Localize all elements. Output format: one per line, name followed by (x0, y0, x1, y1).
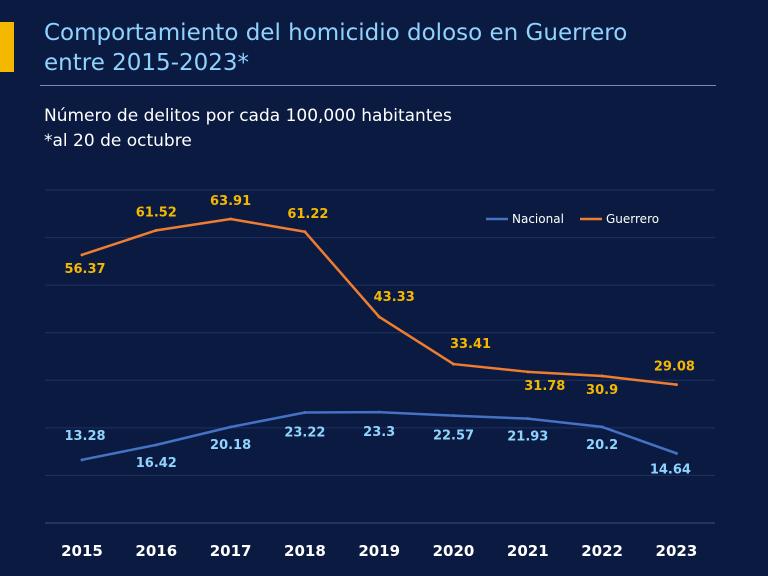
data-label-guerrero: 56.37 (64, 262, 105, 277)
data-point-nacional (229, 426, 232, 429)
data-label-nacional: 23.22 (284, 426, 325, 441)
data-point-nacional (303, 411, 306, 414)
data-point-guerrero (81, 253, 84, 256)
data-label-guerrero: 30.9 (586, 383, 618, 398)
x-tick-label: 2023 (656, 542, 698, 560)
data-label-nacional: 16.42 (136, 456, 177, 471)
data-point-guerrero (378, 315, 381, 318)
data-point-guerrero (675, 383, 678, 386)
data-label-guerrero: 43.33 (374, 290, 415, 305)
x-tick-label: 2021 (507, 542, 549, 560)
data-label-nacional: 22.57 (433, 429, 474, 444)
data-point-nacional (81, 458, 84, 461)
data-label-nacional: 21.93 (507, 430, 548, 445)
data-label-nacional: 13.28 (64, 429, 105, 444)
x-tick-label: 2020 (433, 542, 475, 560)
data-point-guerrero (303, 230, 306, 233)
data-point-guerrero (452, 363, 455, 366)
legend-label-nacional: Nacional (512, 212, 564, 226)
data-point-nacional (675, 452, 678, 455)
data-label-guerrero: 63.91 (210, 194, 251, 209)
x-tick-label: 2018 (284, 542, 326, 560)
x-tick-label: 2017 (210, 542, 252, 560)
data-label-nacional: 23.3 (363, 425, 395, 440)
x-tick-label: 2015 (61, 542, 103, 560)
data-label-guerrero: 33.41 (450, 337, 491, 352)
x-tick-label: 2019 (358, 542, 400, 560)
data-label-nacional: 14.64 (650, 462, 691, 477)
data-point-nacional (378, 411, 381, 414)
x-tick-label: 2022 (581, 542, 623, 560)
data-label-nacional: 20.2 (586, 438, 618, 453)
data-point-nacional (526, 417, 529, 420)
data-point-nacional (601, 425, 604, 428)
data-point-guerrero (229, 217, 232, 220)
data-point-guerrero (601, 375, 604, 378)
data-label-guerrero: 29.08 (654, 360, 695, 375)
data-point-guerrero (155, 229, 158, 232)
data-label-nacional: 20.18 (210, 438, 251, 453)
legend-label-guerrero: Guerrero (606, 212, 659, 226)
data-label-guerrero: 61.22 (287, 207, 328, 222)
data-label-guerrero: 61.52 (136, 205, 177, 220)
data-point-guerrero (526, 370, 529, 373)
x-tick-label: 2016 (135, 542, 177, 560)
data-label-guerrero: 31.78 (524, 379, 565, 394)
data-point-nacional (155, 443, 158, 446)
data-point-nacional (452, 414, 455, 417)
